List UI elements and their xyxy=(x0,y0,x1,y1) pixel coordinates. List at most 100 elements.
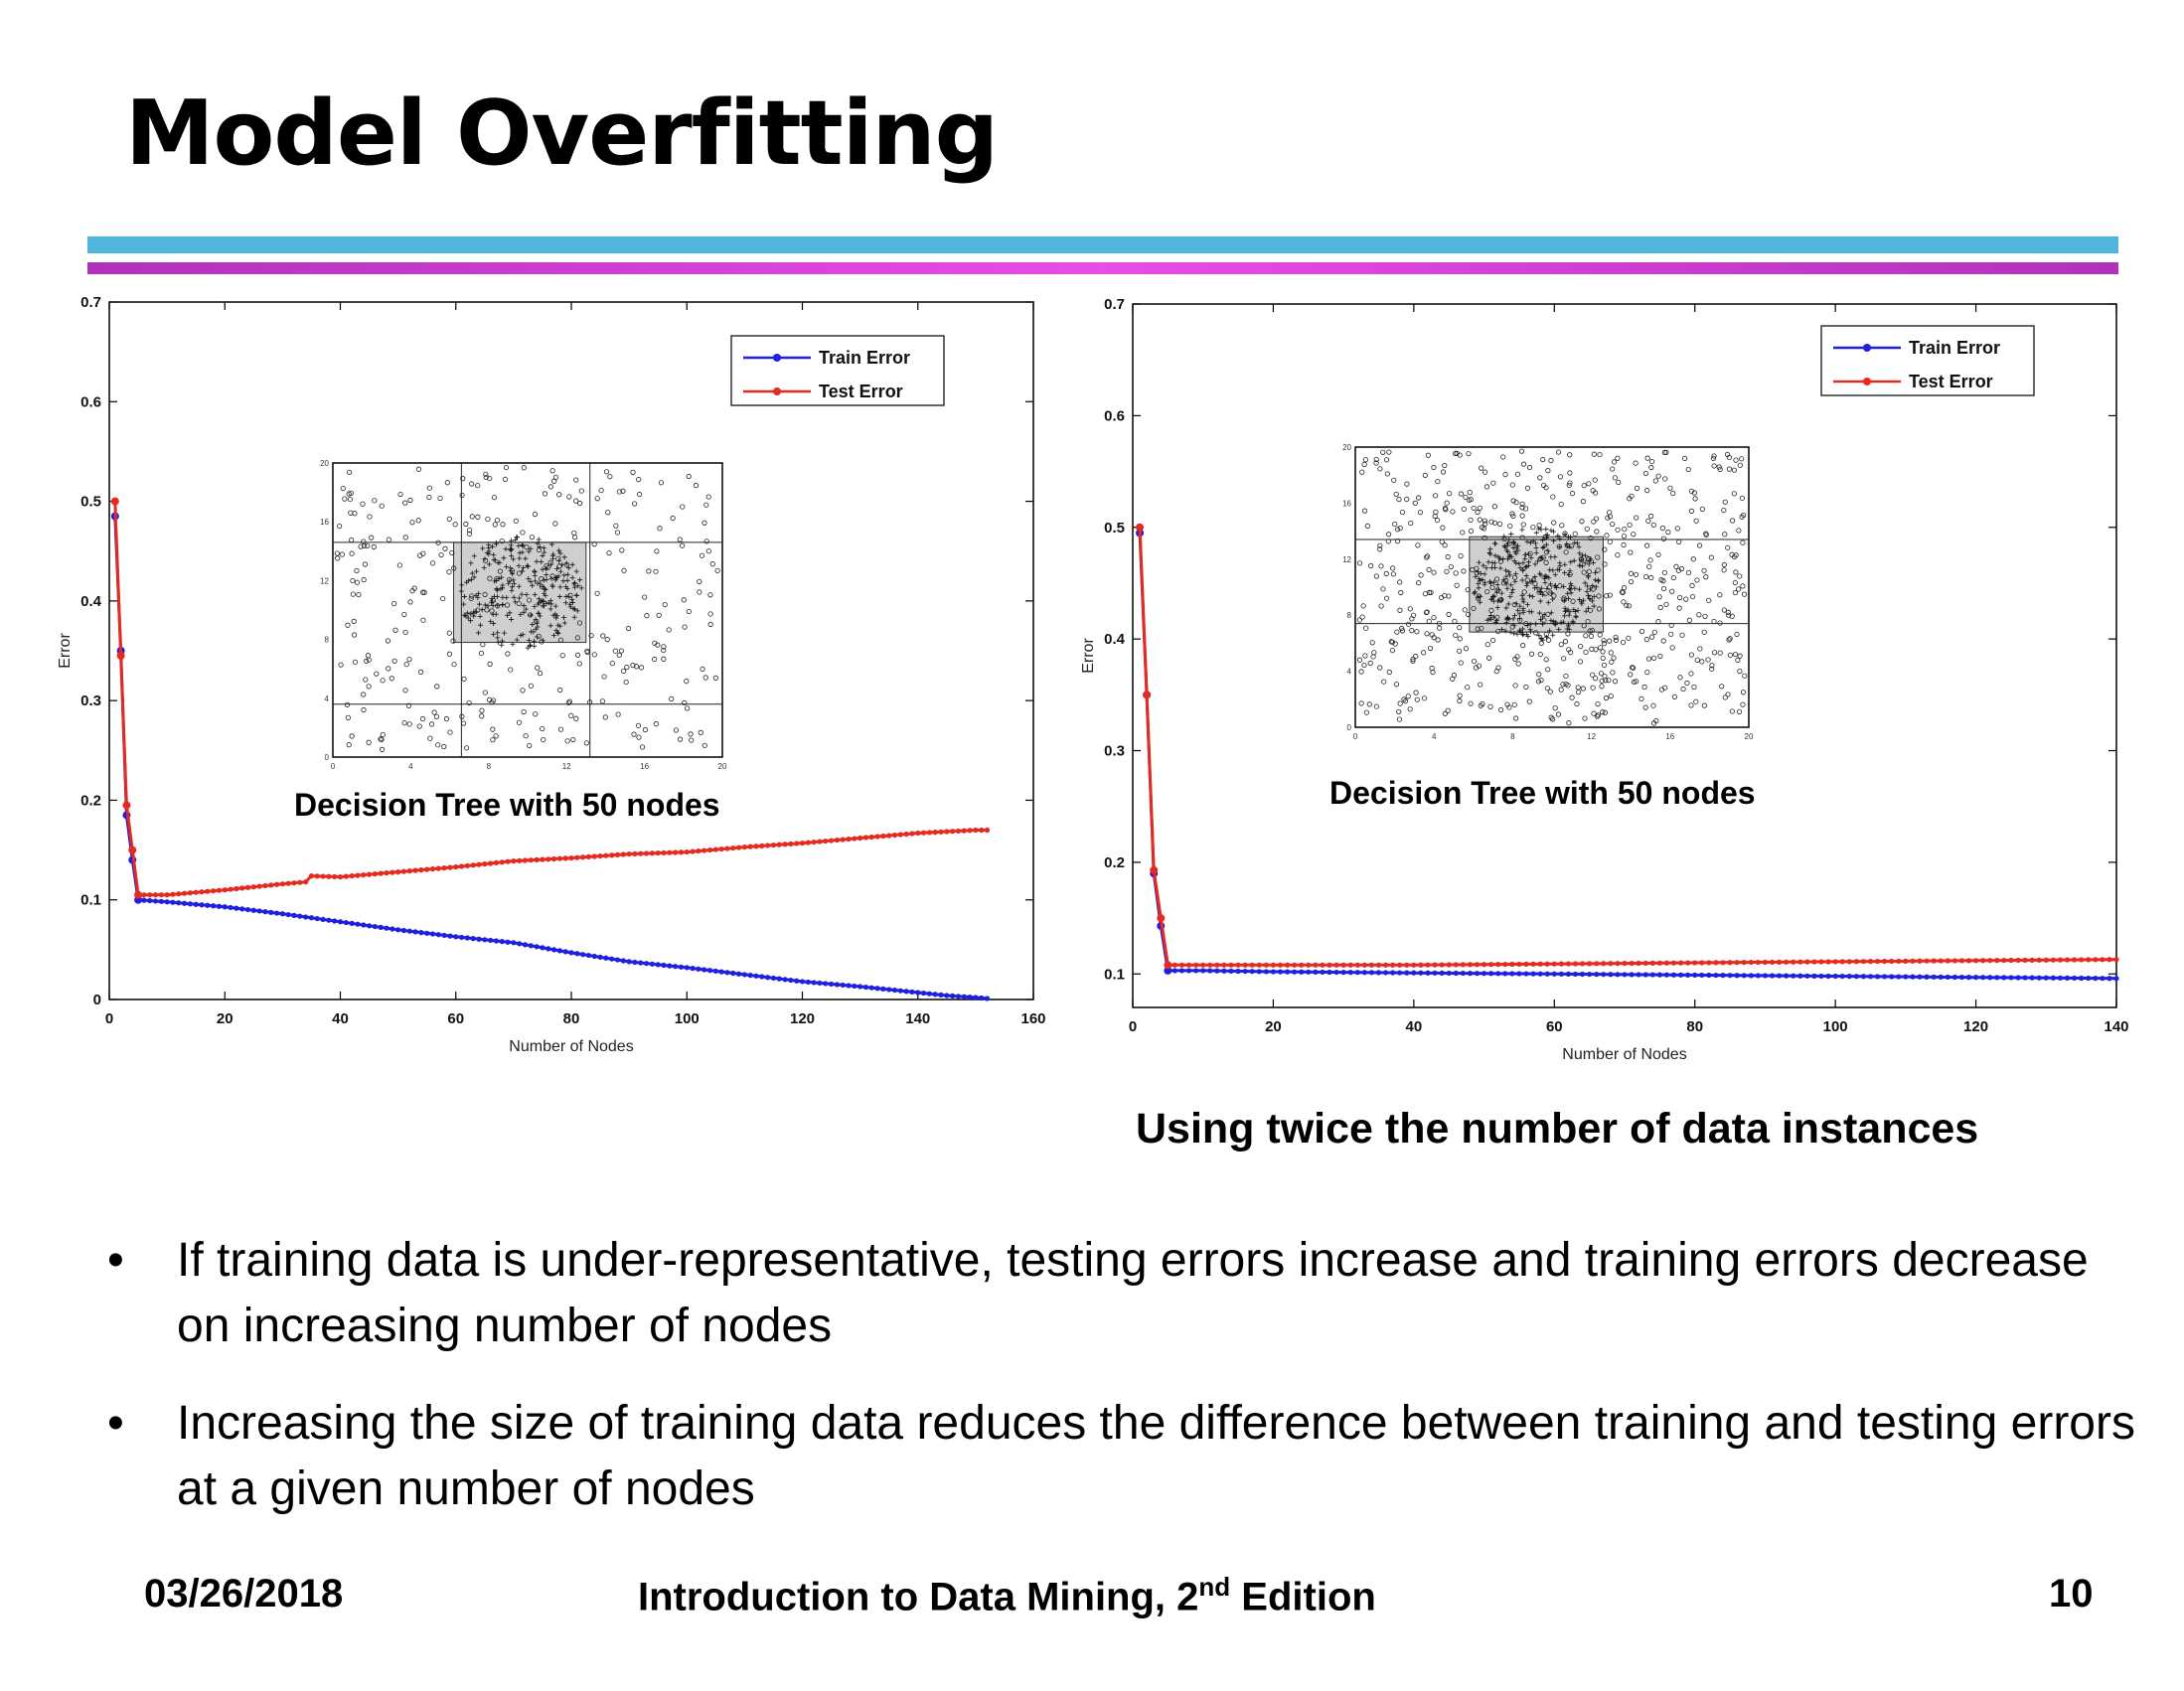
inset-point xyxy=(1576,586,1582,592)
inset-point xyxy=(1477,517,1482,523)
inset-point xyxy=(526,575,532,581)
series-point xyxy=(823,981,829,987)
series-point xyxy=(1347,962,1353,968)
inset-tick-label: 4 xyxy=(325,694,330,703)
inset-point xyxy=(1641,684,1647,691)
inset-point xyxy=(1562,570,1568,576)
series-point xyxy=(1706,960,1712,966)
inset-point xyxy=(1580,686,1586,692)
inset-point xyxy=(1599,678,1605,685)
inset-point xyxy=(1494,589,1500,595)
inset-point xyxy=(657,526,663,532)
series-point xyxy=(2113,976,2119,982)
inset-point xyxy=(513,518,519,524)
series-point xyxy=(406,868,412,874)
inset-point xyxy=(1361,508,1368,514)
inset-point xyxy=(485,603,491,609)
series-point xyxy=(1193,968,1199,974)
inset-point xyxy=(1705,657,1711,663)
series-point xyxy=(1748,973,1754,979)
inset-point xyxy=(1580,597,1586,603)
series-point xyxy=(1846,959,1852,965)
inset-point xyxy=(469,514,475,520)
inset-point xyxy=(707,592,713,598)
inset-point xyxy=(573,568,579,574)
inset-point xyxy=(1416,580,1422,586)
series-point xyxy=(805,840,811,846)
inset-point xyxy=(1426,566,1432,572)
inset-point xyxy=(1506,537,1512,542)
inset-point xyxy=(334,550,340,556)
inset-point xyxy=(677,537,683,542)
inset-point xyxy=(1732,651,1739,658)
inset-point xyxy=(551,478,557,484)
inset-point xyxy=(516,600,522,607)
inset-point xyxy=(1477,505,1482,511)
series-point xyxy=(556,948,562,954)
series-point xyxy=(2015,975,2021,981)
inset-point xyxy=(495,635,501,641)
inset-point xyxy=(540,637,546,643)
inset-point xyxy=(1508,582,1514,588)
inset-point xyxy=(569,561,575,567)
inset-point xyxy=(479,713,485,719)
inset-point xyxy=(1567,543,1573,549)
inset-point xyxy=(1680,686,1686,692)
inset-point xyxy=(1386,532,1392,538)
series-point xyxy=(1601,961,1607,967)
series-point xyxy=(464,862,470,869)
series-point xyxy=(170,891,176,897)
series-point xyxy=(1171,968,1178,974)
inset-point xyxy=(501,555,507,561)
x-axis-label: Number of Nodes xyxy=(509,1038,633,1055)
series-point xyxy=(603,852,609,858)
series-point xyxy=(886,987,892,993)
inset-point xyxy=(349,733,355,739)
inset-point xyxy=(567,592,573,598)
inset-point xyxy=(1537,555,1543,561)
inset-point xyxy=(547,561,553,567)
inset-point xyxy=(1722,694,1728,700)
inset-point xyxy=(1415,542,1421,548)
inset-point xyxy=(1543,559,1549,565)
inset-point xyxy=(584,648,590,654)
inset-point xyxy=(1503,573,1509,579)
inset-point xyxy=(1577,562,1583,568)
series-point xyxy=(915,990,921,996)
inset-point xyxy=(544,571,549,577)
inset-point xyxy=(573,498,579,504)
inset-point xyxy=(1558,501,1564,508)
series-point xyxy=(1404,962,1410,968)
inset-point xyxy=(1580,552,1586,558)
inset-point xyxy=(520,549,526,555)
series-point xyxy=(609,956,615,962)
inset-point xyxy=(389,676,394,682)
inset-point xyxy=(1517,603,1523,609)
series-point xyxy=(626,850,632,857)
inset-point xyxy=(1479,465,1484,471)
x-tick-label: 20 xyxy=(217,1010,234,1027)
inset-point xyxy=(469,570,475,576)
inset-point xyxy=(534,620,540,626)
series-point xyxy=(244,884,251,890)
series-point xyxy=(1488,971,1494,977)
inset-point xyxy=(1661,685,1668,691)
inset-point xyxy=(1589,627,1595,633)
inset-point xyxy=(1689,593,1696,600)
series-point xyxy=(297,913,303,919)
inset-tick-label: 20 xyxy=(718,762,727,771)
inset-point xyxy=(420,617,426,623)
inset-point xyxy=(521,565,527,571)
inset-point xyxy=(1613,634,1619,641)
inset-point xyxy=(1536,523,1542,529)
inset-point xyxy=(1442,462,1448,469)
inset-point xyxy=(1552,583,1558,589)
inset-point xyxy=(1740,539,1746,545)
series-point xyxy=(303,914,309,920)
inset-point xyxy=(1514,471,1520,477)
inset-point xyxy=(606,550,612,556)
inset-point xyxy=(444,480,450,486)
inset-point xyxy=(1426,589,1433,595)
inset-point xyxy=(494,517,501,524)
